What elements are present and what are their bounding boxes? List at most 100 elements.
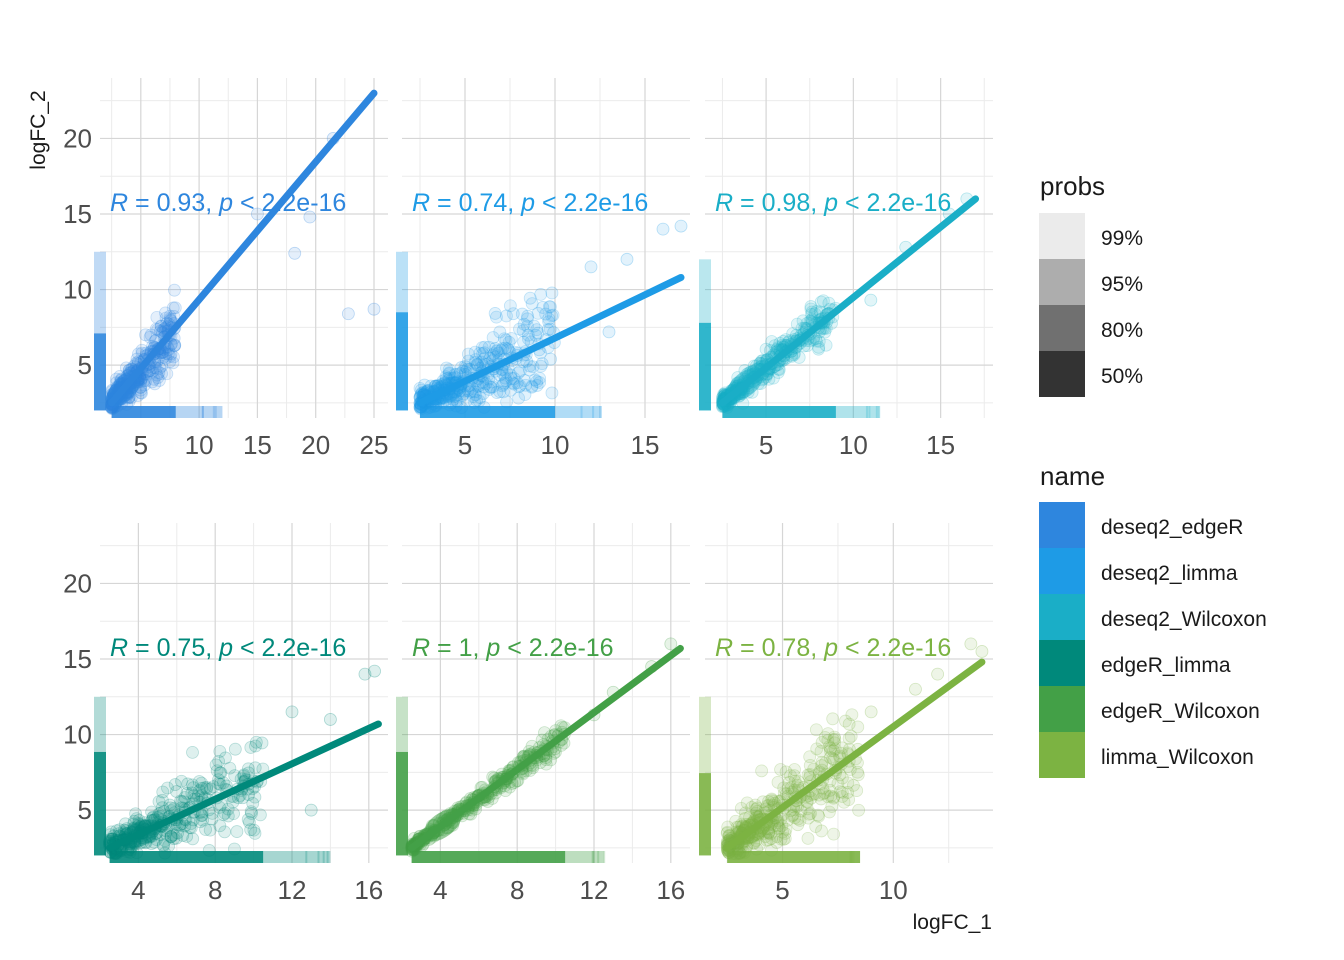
data-point: [152, 374, 166, 387]
data-point: [482, 340, 496, 354]
data-point: [475, 341, 489, 355]
data-point: [468, 356, 482, 369]
data-point: [521, 319, 534, 333]
data-point: [150, 368, 164, 382]
data-point: [210, 764, 224, 778]
data-point: [835, 785, 849, 799]
outlier-point: [304, 803, 318, 817]
annotation-separator: <: [500, 634, 529, 662]
data-point: [786, 327, 800, 341]
y-axis-label: logFC_2: [27, 90, 50, 169]
data-point: [242, 788, 256, 801]
data-point: [809, 723, 823, 737]
data-point: [153, 361, 167, 375]
data-point: [205, 812, 219, 826]
data-point: [167, 309, 181, 323]
data-point: [791, 818, 805, 832]
data-point: [759, 342, 773, 356]
annotation-separator: =: [128, 189, 157, 217]
data-point: [253, 808, 267, 822]
data-point: [539, 307, 553, 321]
data-point: [731, 844, 745, 857]
data-point: [778, 832, 792, 845]
data-point: [200, 782, 214, 796]
data-point: [175, 795, 189, 809]
x-rug-dense: [722, 406, 836, 418]
data-point: [248, 761, 262, 775]
data-point: [805, 313, 819, 326]
x-tick-label: 5: [759, 430, 773, 460]
data-point: [513, 379, 527, 393]
data-point: [536, 301, 550, 314]
x-rug-tick: [322, 851, 325, 863]
regression-line: [106, 720, 382, 852]
data-point: [503, 299, 517, 313]
data-point: [740, 796, 754, 810]
data-point: [486, 380, 500, 394]
regression-line: [416, 273, 685, 407]
data-point: [544, 352, 557, 366]
annotation-separator: ,: [507, 189, 521, 217]
data-point: [135, 343, 149, 357]
data-point: [147, 372, 161, 386]
data-point: [809, 820, 823, 833]
data-point: [502, 343, 515, 357]
data-point: [781, 782, 795, 795]
data-point: [721, 820, 735, 834]
data-point: [477, 352, 491, 366]
legend-key-name: [1039, 732, 1085, 778]
data-point: [810, 334, 823, 348]
data-point: [529, 328, 543, 342]
outlier-point: [285, 705, 299, 719]
annotation-separator: =: [430, 634, 459, 662]
data-point: [466, 390, 480, 403]
data-point: [497, 332, 511, 346]
data-point: [763, 344, 777, 357]
data-point: [488, 341, 502, 355]
data-point: [545, 386, 559, 400]
data-point: [193, 815, 207, 829]
data-point: [203, 823, 217, 837]
outlier-point: [931, 667, 945, 681]
data-point: [542, 312, 556, 326]
outlier-point: [584, 260, 598, 274]
data-point: [139, 328, 152, 342]
y-rug-dense: [396, 751, 408, 856]
data-point: [513, 364, 527, 378]
data-point: [823, 783, 837, 797]
data-point: [549, 745, 562, 759]
x-rug-tick: [201, 406, 204, 418]
data-point: [163, 801, 177, 815]
annotation-p-symbol: p: [485, 634, 500, 662]
data-point: [803, 314, 817, 328]
data-point: [135, 346, 149, 360]
data-point: [778, 826, 792, 840]
data-point: [803, 758, 817, 772]
data-point: [249, 739, 262, 753]
data-point: [503, 780, 517, 794]
data-point: [523, 363, 536, 377]
data-point: [485, 792, 499, 805]
data-point: [542, 300, 556, 314]
data-point: [167, 832, 181, 845]
data-point: [807, 762, 821, 776]
data-point: [534, 359, 548, 373]
marginal-rugs: [396, 696, 606, 863]
legend-key-name: [1039, 640, 1085, 686]
annotation-separator: <: [233, 634, 262, 662]
data-point: [204, 782, 217, 796]
data-point: [530, 323, 544, 337]
legend-label-name: edgeR_limma: [1101, 654, 1231, 677]
data-point: [760, 799, 774, 813]
data-point: [805, 305, 819, 319]
data-point: [822, 805, 836, 819]
data-point: [154, 324, 167, 338]
data-point: [168, 778, 182, 791]
data-point: [469, 388, 482, 402]
data-point: [852, 803, 866, 817]
data-point: [736, 844, 750, 858]
panel-grid: [402, 78, 690, 418]
data-point: [801, 832, 815, 845]
facet-panel-limma_Wilcoxon: R = 0.78, p < 2.2e-16 5 10: [699, 523, 993, 905]
y-tick-label: 10: [63, 275, 92, 305]
